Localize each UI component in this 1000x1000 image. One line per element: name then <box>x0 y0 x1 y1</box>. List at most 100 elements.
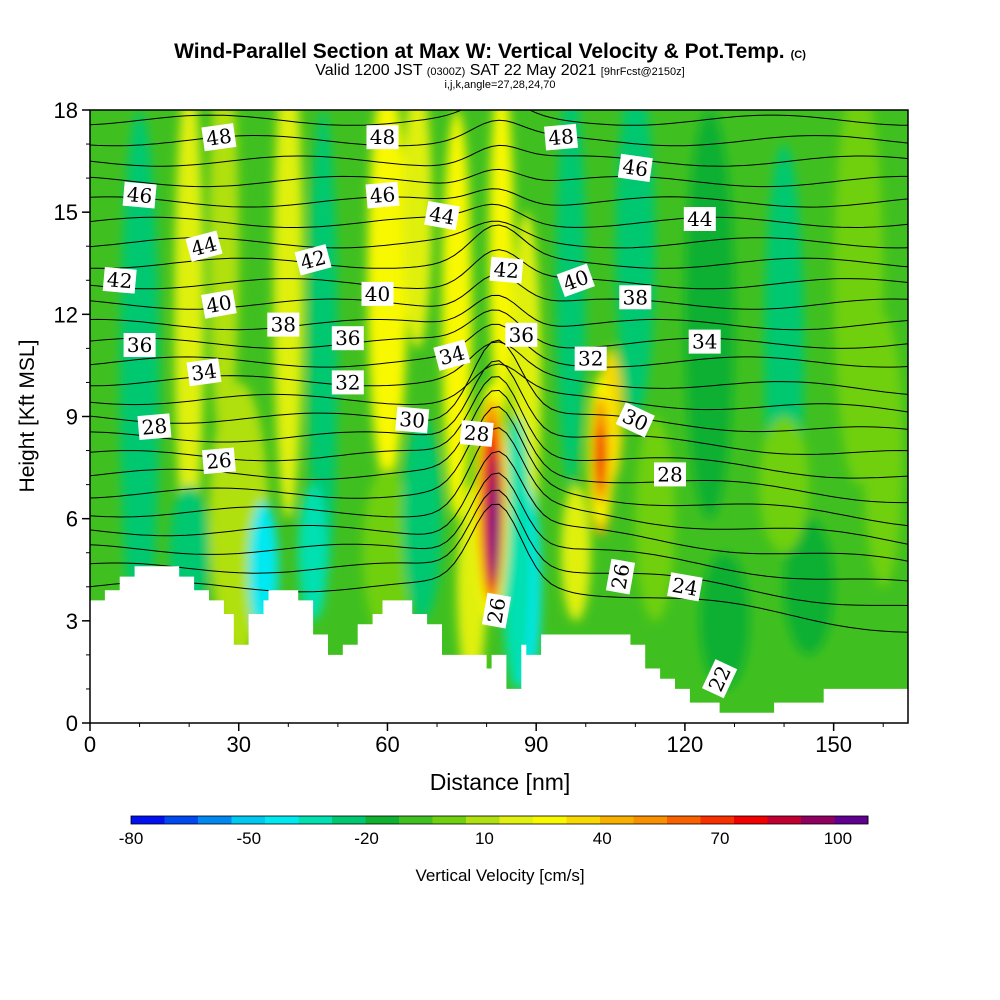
contour-label: 34 <box>186 358 222 387</box>
contour-label: 30 <box>395 406 430 434</box>
chart-subtitle: Valid 1200 JST (0300Z) SAT 22 May 2021 [… <box>315 62 684 79</box>
contour-label-text: 38 <box>271 313 296 337</box>
contour-label: 48 <box>201 123 237 152</box>
contour-label-text: 26 <box>482 596 510 625</box>
contour-label-text: 26 <box>606 562 634 591</box>
colorbar-swatch <box>667 816 701 824</box>
contour-label: 38 <box>267 312 300 337</box>
colorbar-tick-label: -80 <box>119 829 144 848</box>
colorbar-swatch <box>566 816 601 824</box>
contour-label: 48 <box>544 123 578 151</box>
colorbar-swatch <box>633 816 668 824</box>
colorbar-swatch <box>332 816 366 824</box>
contour-label: 48 <box>366 125 399 150</box>
contour-label: 28 <box>137 413 172 441</box>
colorbar-tick-label: 100 <box>824 829 852 848</box>
contour-label: 24 <box>667 572 703 602</box>
colorbar-tick-label: 40 <box>593 829 612 848</box>
y-tick-label: 18 <box>54 98 78 123</box>
colorbar-swatch <box>801 816 835 824</box>
contour-label-text: 42 <box>493 257 520 283</box>
y-tick-label: 6 <box>66 507 78 532</box>
contour-label: 26 <box>605 558 636 595</box>
contour-label-text: 28 <box>657 462 682 486</box>
contour-label-text: 48 <box>205 124 234 151</box>
contour-label-text: 34 <box>692 330 717 354</box>
contour-label-text: 40 <box>365 282 390 306</box>
contour-label-text: 40 <box>204 290 233 318</box>
colorbar-tick-label: 70 <box>711 829 730 848</box>
y-tick-label: 0 <box>66 711 78 736</box>
contour-label-text: 36 <box>509 323 534 347</box>
x-axis-label: Distance [nm] <box>430 769 571 795</box>
contour-label: 42 <box>489 256 524 284</box>
contour-label: 42 <box>294 244 332 276</box>
colorbar-swatch <box>131 816 165 824</box>
colorbar-tick-label: -20 <box>354 829 379 848</box>
contour-label: 34 <box>688 329 721 354</box>
colorbar-swatch <box>365 816 400 824</box>
contour-label-text: 46 <box>621 154 650 181</box>
contour-label-text: 42 <box>106 267 133 293</box>
contour-label: 44 <box>424 201 460 231</box>
colorbar-swatch <box>533 816 567 824</box>
x-tick-label: 30 <box>226 732 250 757</box>
x-tick-label: 60 <box>375 732 399 757</box>
colorbar-swatch <box>198 816 232 824</box>
terrain <box>90 566 908 723</box>
contour-label: 32 <box>331 370 364 395</box>
y-tick-label: 3 <box>66 609 78 634</box>
contour-label-text: 32 <box>335 370 360 394</box>
contour-label: 36 <box>331 326 364 351</box>
y-tick-label: 9 <box>66 405 78 430</box>
contour-label: 26 <box>201 447 236 475</box>
contour-label: 34 <box>433 339 471 371</box>
colorbar-swatch <box>734 816 768 824</box>
contour-label: 40 <box>201 289 237 319</box>
contour-label-text: 28 <box>463 420 490 446</box>
x-tick-label: 0 <box>84 732 96 757</box>
contour-label-text: 34 <box>190 359 219 386</box>
contour-label-text: 48 <box>547 124 574 150</box>
contour-label-text: 46 <box>126 182 153 208</box>
contour-label: 26 <box>481 592 512 629</box>
x-tick-label: 120 <box>667 732 704 757</box>
indices-line: i,j,k,angle=27,28,24,70 <box>444 79 555 91</box>
colorbar-swatch <box>432 816 467 824</box>
contour-label: 46 <box>122 181 157 209</box>
contour-label: 28 <box>459 420 494 447</box>
colorbar-swatch <box>767 816 802 824</box>
colorbar-swatch <box>298 816 333 824</box>
colorbar-swatch <box>466 816 500 824</box>
contour-label-text: 30 <box>398 407 425 433</box>
colorbar-tick-label: -50 <box>237 829 262 848</box>
contour-label-text: 28 <box>141 414 168 440</box>
contour-label-text: 44 <box>687 207 712 231</box>
contour-label: 42 <box>102 266 137 294</box>
contour-label-text: 44 <box>427 202 456 230</box>
colorbar-swatch <box>265 816 299 824</box>
contour-label-text: 26 <box>205 448 232 474</box>
colorbar-swatch <box>499 816 534 824</box>
x-tick-label: 150 <box>815 732 852 757</box>
contour-label: 40 <box>361 281 394 306</box>
title-mark: (C) <box>791 49 807 61</box>
contour-label: 38 <box>619 285 652 310</box>
contour-label-text: 36 <box>335 326 360 350</box>
contour-label-text: 24 <box>670 573 699 601</box>
y-axis-label: Height [Kft MSL] <box>16 340 39 493</box>
contour-label-text: 38 <box>623 285 648 309</box>
contour-label: 36 <box>505 322 538 347</box>
colorbar-swatch <box>700 816 735 824</box>
colorbar-label: Vertical Velocity [cm/s] <box>415 866 584 885</box>
contour-label: 36 <box>123 333 156 357</box>
colorbar-swatch <box>231 816 266 824</box>
contour-label: 44 <box>683 207 716 231</box>
colorbar-swatch <box>399 816 433 824</box>
colorbar-tick-label: 10 <box>475 829 494 848</box>
colorbar-swatch <box>164 816 199 824</box>
contour-label: 32 <box>574 346 607 371</box>
colorbar: -80 -50 -20 10 40 70 100 <box>119 815 869 848</box>
